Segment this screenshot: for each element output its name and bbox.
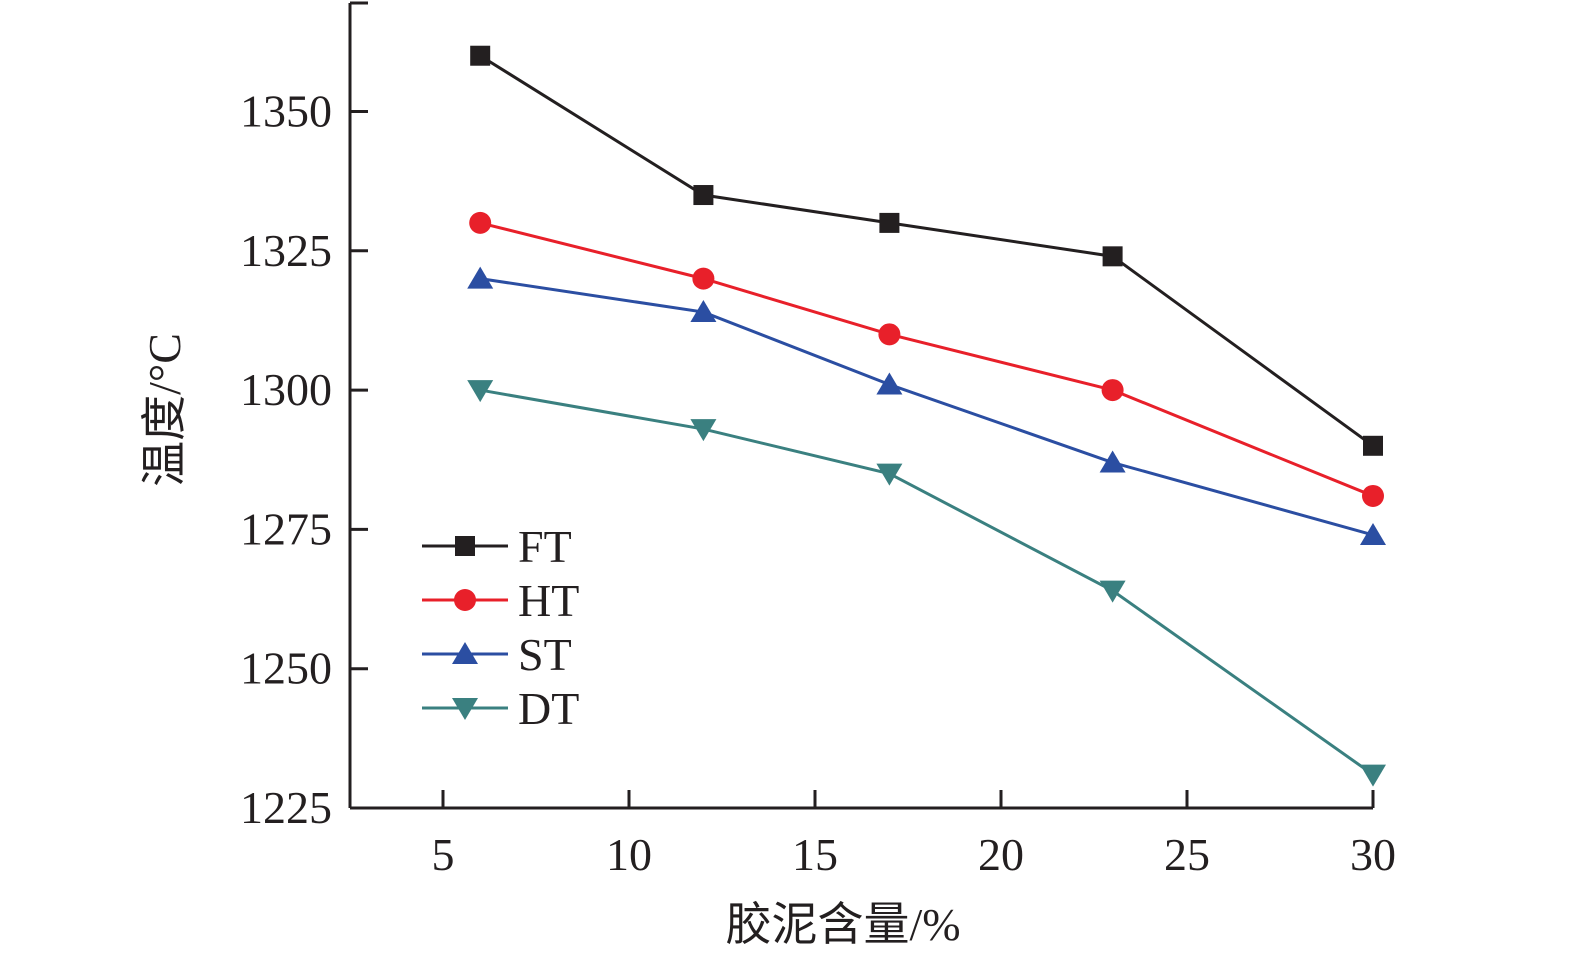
series-line-ft (479, 54, 1374, 448)
data-point-ht (692, 267, 715, 290)
legend-marker-dt (452, 698, 478, 720)
legend-marker-st (452, 642, 478, 664)
y-tick-label: 1350 (240, 85, 332, 136)
legend-label-st: ST (518, 629, 572, 680)
legend-item-ht: HT (422, 575, 579, 626)
data-point-ft (470, 45, 491, 66)
series-line-st (479, 277, 1374, 537)
data-point-ft (1363, 435, 1383, 456)
data-point-st (467, 266, 494, 289)
series-dt (467, 380, 1386, 787)
legend-label-ft: FT (518, 521, 572, 572)
data-point-ft (1102, 246, 1123, 267)
legend-marker-ft (455, 536, 475, 556)
series-line-dt (479, 388, 1374, 776)
legend-label-ht: HT (518, 575, 579, 626)
data-point-ht (1362, 484, 1384, 507)
data-point-ht (469, 211, 492, 234)
series-st (467, 266, 1386, 545)
data-point-st (690, 300, 717, 323)
y-tick-label: 1225 (240, 782, 332, 833)
data-point-dt (876, 463, 903, 486)
data-point-ft (879, 212, 900, 233)
data-point-ft (693, 185, 714, 206)
data-point-dt (1360, 764, 1386, 787)
legend-item-dt: DT (422, 683, 579, 734)
legend-label-dt: DT (518, 683, 579, 734)
data-point-dt (467, 380, 494, 403)
series-ft (470, 45, 1383, 456)
data-point-st (1360, 522, 1386, 545)
y-tick-label: 1300 (240, 364, 332, 415)
series-group (467, 45, 1386, 787)
data-point-dt (1099, 580, 1126, 603)
x-axis-title: 胶泥含量/% (725, 899, 960, 950)
legend-item-st: ST (422, 629, 572, 680)
series-ht (469, 211, 1384, 507)
x-tick-label: 20 (978, 829, 1024, 880)
x-tick-label: 10 (606, 829, 652, 880)
data-point-st (1099, 450, 1126, 473)
y-tick-label: 1275 (240, 503, 332, 554)
x-tick-label: 5 (432, 829, 455, 880)
data-point-ht (1101, 379, 1124, 402)
x-tick-label: 15 (792, 829, 838, 880)
data-point-st (876, 372, 903, 395)
y-tick-label: 1250 (240, 643, 332, 694)
data-point-ht (878, 323, 901, 346)
data-point-dt (690, 419, 717, 442)
series-line-ht (479, 221, 1374, 498)
y-axis-title: 温度/°C (139, 333, 190, 487)
legend-item-ft: FT (422, 521, 572, 572)
axes: 1225 1250 1275 1300 1325 1350 5 10 15 20 25 30 (240, 1, 1396, 880)
y-tick-label: 1325 (240, 225, 332, 276)
x-tick-label: 30 (1350, 829, 1396, 880)
x-tick-label: 25 (1164, 829, 1210, 880)
legend-marker-ht (454, 589, 476, 611)
